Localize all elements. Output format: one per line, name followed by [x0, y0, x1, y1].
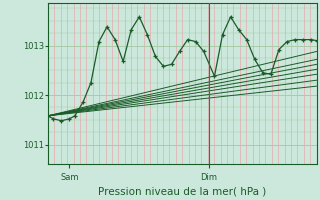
- X-axis label: Pression niveau de la mer( hPa ): Pression niveau de la mer( hPa ): [98, 187, 266, 197]
